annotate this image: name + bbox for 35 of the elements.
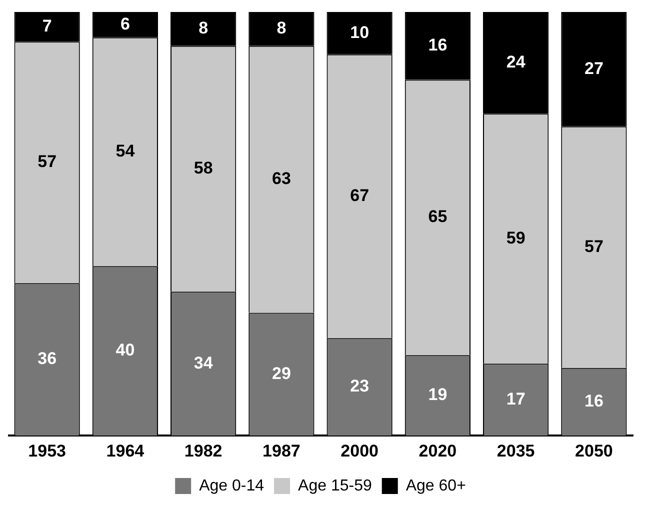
data-label: 59: [506, 228, 526, 248]
x-tick-label: 2020: [418, 441, 457, 460]
data-label: 67: [350, 186, 370, 205]
data-label: 65: [428, 207, 448, 226]
data-label: 8: [198, 18, 208, 38]
data-label: 63: [272, 169, 291, 188]
data-label: 16: [584, 391, 604, 410]
data-label: 19: [428, 385, 448, 404]
data-label: 6: [120, 14, 130, 34]
x-tick-label: 2035: [496, 441, 535, 460]
legend-label: Age 0-14: [199, 477, 264, 494]
data-label: 24: [506, 52, 526, 72]
data-label: 29: [272, 364, 291, 383]
data-label: 27: [584, 58, 604, 78]
data-label: 10: [350, 22, 370, 42]
data-label: 16: [428, 36, 448, 55]
x-tick-label: 1982: [184, 441, 222, 460]
data-label: 57: [38, 152, 57, 172]
data-label: 57: [584, 236, 604, 256]
data-label: 8: [276, 18, 286, 38]
data-label: 40: [116, 340, 135, 360]
data-label: 36: [38, 349, 57, 368]
data-label: 17: [506, 389, 526, 408]
x-tick-label: 1953: [28, 441, 66, 460]
x-tick-label: 1987: [262, 441, 300, 460]
x-tick-label: 2000: [340, 441, 378, 460]
legend-label: Age 15-59: [298, 477, 372, 494]
data-label: 54: [116, 141, 136, 160]
data-label: 34: [194, 353, 214, 372]
data-label: 7: [42, 16, 52, 36]
x-tick-label: 1964: [106, 441, 145, 460]
data-label: 58: [194, 158, 213, 178]
x-tick-label: 2050: [575, 441, 613, 460]
legend-label: Age 60+: [406, 477, 466, 494]
data-label: 23: [350, 376, 370, 396]
